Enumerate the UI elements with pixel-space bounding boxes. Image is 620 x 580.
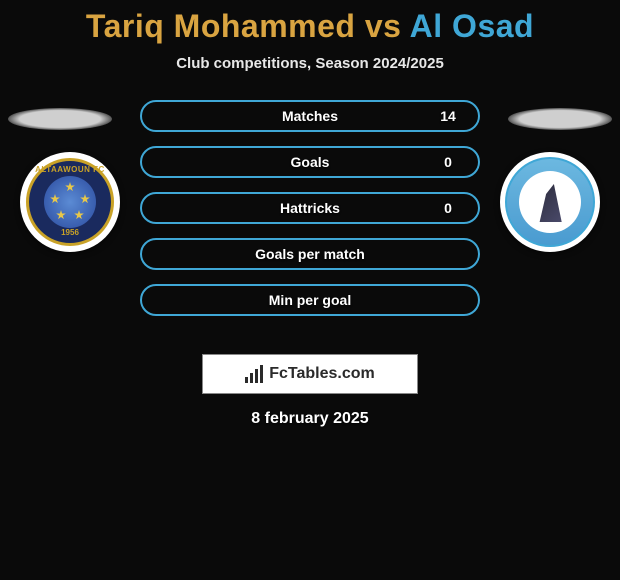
watermark-text: FcTables.com [269, 365, 375, 383]
watermark-box: FcTables.com [202, 354, 418, 394]
star-icon [56, 210, 66, 220]
player2-club-badge [500, 152, 600, 252]
comparison-title: Tariq Mohammed vs Al Osad [0, 0, 620, 45]
badge-inner [519, 171, 581, 233]
star-icon [80, 194, 90, 204]
stats-column: Matches 14 Goals 0 Hattricks 0 Goals per… [140, 100, 480, 330]
stat-row-hattricks: Hattricks 0 [140, 192, 480, 224]
sail-icon [537, 182, 563, 222]
player1-name: Tariq Mohammed [86, 8, 356, 44]
stat-right-value: 0 [418, 154, 478, 170]
star-icon [50, 194, 60, 204]
bar-chart-icon [245, 365, 263, 383]
stat-row-min-per-goal: Min per goal [140, 284, 480, 316]
badge-outer [500, 152, 600, 252]
badge-ring: ALTAAWOUN FC 1956 [26, 158, 114, 246]
comparison-arena: ALTAAWOUN FC 1956 Matc [0, 100, 620, 340]
badge-year: 1956 [29, 228, 111, 237]
vs-text: vs [365, 8, 402, 44]
badge-club-text: ALTAAWOUN FC [29, 165, 111, 174]
stat-label: Hattricks [202, 200, 418, 216]
subtitle: Club competitions, Season 2024/2025 [0, 55, 620, 72]
stat-label: Goals per match [202, 246, 418, 262]
badge-ring [505, 157, 595, 247]
player1-shadow [8, 108, 112, 130]
stat-right-value: 0 [418, 200, 478, 216]
stat-row-goals: Goals 0 [140, 146, 480, 178]
stat-right-value: 14 [418, 108, 478, 124]
stat-row-goals-per-match: Goals per match [140, 238, 480, 270]
player1-club-badge: ALTAAWOUN FC 1956 [20, 152, 120, 252]
player2-shadow [508, 108, 612, 130]
stat-label: Matches [202, 108, 418, 124]
stat-row-matches: Matches 14 [140, 100, 480, 132]
star-icon [65, 182, 75, 192]
stat-label: Goals [202, 154, 418, 170]
player2-name: Al Osad [410, 8, 534, 44]
star-icon [74, 210, 84, 220]
badge-center [44, 176, 96, 228]
badge-outer: ALTAAWOUN FC 1956 [20, 152, 120, 252]
date-text: 8 february 2025 [0, 410, 620, 428]
stat-label: Min per goal [202, 292, 418, 308]
